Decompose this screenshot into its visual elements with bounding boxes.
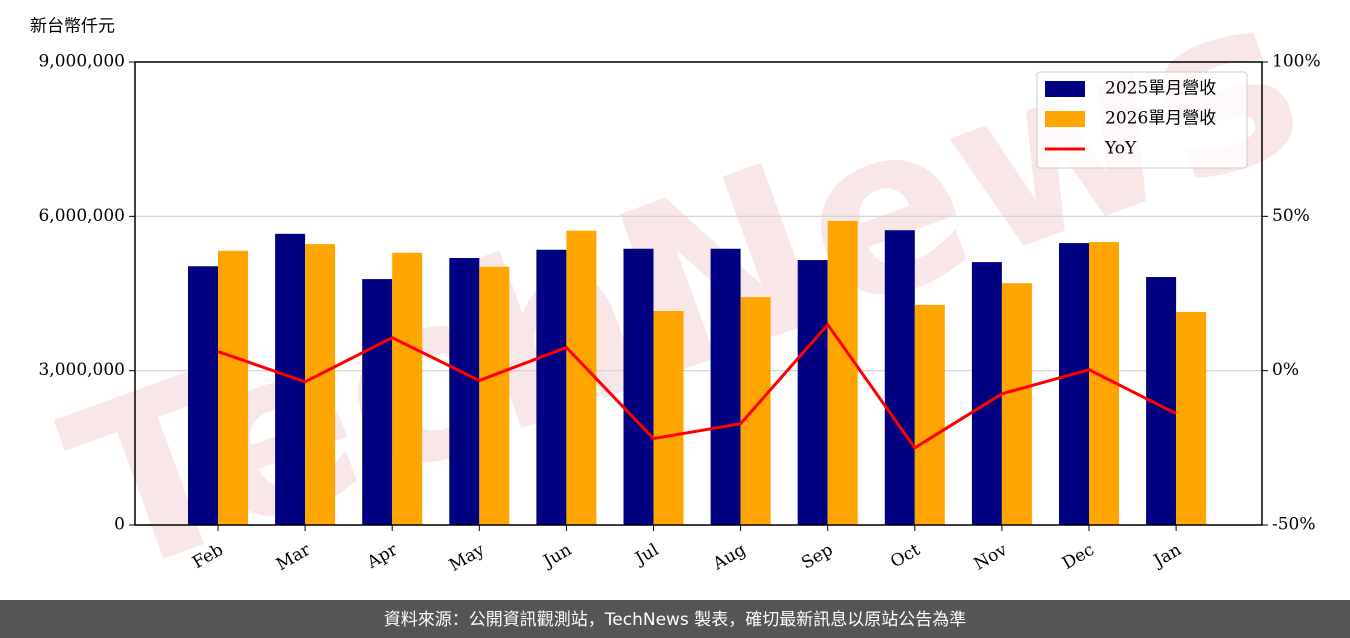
- bar: [971, 262, 1002, 525]
- plot-frame: [134, 61, 1263, 526]
- bar: [914, 304, 945, 525]
- y-tick-label: 9,000,000: [38, 52, 125, 72]
- bar: [827, 220, 858, 526]
- y-tick-label: 0: [114, 515, 125, 535]
- bar: [797, 260, 828, 525]
- y2-tick-label: -50%: [1272, 515, 1316, 535]
- bar: [623, 248, 654, 525]
- y2-tick-label: 50%: [1272, 206, 1310, 226]
- bar: [1001, 283, 1032, 525]
- bar: [710, 248, 741, 525]
- bar: [218, 250, 248, 525]
- bar: [188, 266, 218, 525]
- y-tick-label: 6,000,000: [38, 206, 125, 226]
- y2-tick-label: 100%: [1272, 52, 1321, 72]
- legend-label: 2026單月營收: [1105, 109, 1216, 129]
- legend-label: 2025單月營收: [1105, 79, 1216, 99]
- bar: [449, 258, 480, 525]
- bar: [536, 249, 567, 525]
- bar: [884, 230, 915, 525]
- y-tick-label: 3,000,000: [38, 360, 125, 380]
- legend-swatch: [1045, 111, 1085, 127]
- bar: [566, 230, 597, 525]
- y-axis-unit: 新台幣仟元: [30, 17, 115, 37]
- bar: [392, 252, 423, 525]
- bar: [362, 279, 393, 525]
- bar: [305, 244, 336, 525]
- yoy-line: [217, 322, 1177, 450]
- bar: [479, 266, 510, 525]
- legend-box: [1036, 71, 1248, 169]
- footer-bar: [0, 600, 1350, 638]
- bar: [740, 297, 771, 525]
- legend-label: YoY: [1104, 139, 1137, 159]
- y2-tick-label: 0%: [1272, 360, 1299, 380]
- bar: [1176, 312, 1207, 525]
- footer: 資料來源：公開資訊觀測站，TechNews 製表，確切最新訊息以原站公告為準: [384, 610, 966, 630]
- bar: [653, 310, 684, 525]
- legend-swatch: [1045, 81, 1085, 97]
- bar: [1059, 243, 1089, 525]
